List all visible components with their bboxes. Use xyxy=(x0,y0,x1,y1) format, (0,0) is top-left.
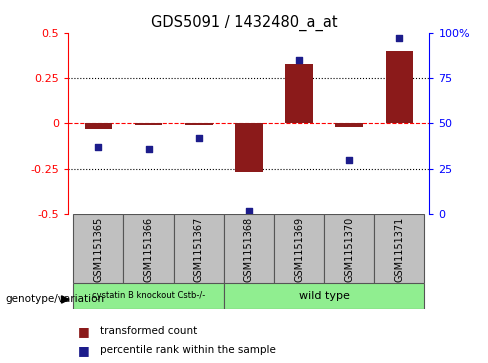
Point xyxy=(144,146,152,152)
Text: GSM1151370: GSM1151370 xyxy=(344,217,354,282)
Text: GSM1151366: GSM1151366 xyxy=(143,217,154,282)
Text: transformed count: transformed count xyxy=(100,326,197,336)
Bar xyxy=(386,51,413,123)
Bar xyxy=(324,214,374,283)
Bar xyxy=(174,214,224,283)
Bar xyxy=(73,283,224,309)
Point xyxy=(346,157,353,163)
Bar xyxy=(374,214,425,283)
Text: ■: ■ xyxy=(78,325,90,338)
Text: GSM1151369: GSM1151369 xyxy=(294,217,304,282)
Bar xyxy=(84,123,112,129)
Bar xyxy=(285,64,313,123)
Bar xyxy=(123,214,174,283)
Point xyxy=(395,35,403,41)
Bar xyxy=(73,214,123,283)
Text: wild type: wild type xyxy=(299,291,349,301)
Point xyxy=(95,144,102,150)
Text: GSM1151365: GSM1151365 xyxy=(93,217,103,282)
Bar xyxy=(135,123,163,125)
Point xyxy=(295,57,303,63)
Bar xyxy=(185,123,212,125)
Text: genotype/variation: genotype/variation xyxy=(5,294,104,305)
Text: percentile rank within the sample: percentile rank within the sample xyxy=(100,345,276,355)
Bar xyxy=(224,214,274,283)
Bar xyxy=(224,283,425,309)
Bar xyxy=(274,214,324,283)
Point xyxy=(245,208,253,213)
Text: GSM1151368: GSM1151368 xyxy=(244,217,254,282)
Text: GDS5091 / 1432480_a_at: GDS5091 / 1432480_a_at xyxy=(151,15,337,31)
Point xyxy=(195,135,203,141)
Bar xyxy=(335,123,363,127)
Text: cystatin B knockout Cstb-/-: cystatin B knockout Cstb-/- xyxy=(92,291,205,300)
Text: GSM1151371: GSM1151371 xyxy=(394,217,405,282)
Bar xyxy=(235,123,263,172)
Text: GSM1151367: GSM1151367 xyxy=(194,217,203,282)
Text: ■: ■ xyxy=(78,344,90,357)
